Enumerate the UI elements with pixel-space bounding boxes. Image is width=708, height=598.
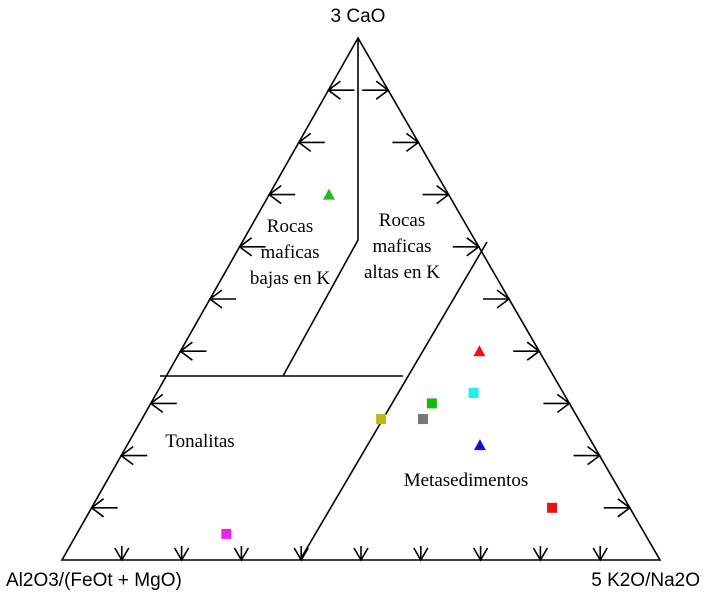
tick-mark	[173, 547, 190, 562]
data-point	[468, 387, 479, 398]
right-label: 5 K2O/Na2O	[591, 570, 700, 591]
tick-mark	[179, 341, 193, 361]
data-point	[426, 398, 437, 409]
tick-mark	[405, 132, 420, 153]
tick-mark	[208, 289, 223, 309]
field-label: maficas	[260, 242, 319, 263]
field-label: altas en K	[364, 262, 440, 283]
tick-mark	[472, 547, 489, 562]
tick-mark	[466, 237, 481, 257]
data-point	[473, 345, 486, 357]
triangle-frame	[60, 36, 662, 561]
field-label: Metasedimentos	[404, 470, 529, 491]
tick-mark	[532, 547, 549, 562]
field-boundary	[282, 38, 359, 377]
left-label: Al2O3/(FeOt + MgO)	[6, 570, 182, 591]
tick-mark	[353, 547, 369, 562]
tick-mark	[267, 184, 282, 205]
tick-mark	[375, 80, 390, 100]
data-point	[221, 528, 232, 539]
field-label: Rocas	[379, 210, 425, 231]
field-boundary	[299, 241, 488, 561]
tick-mark	[233, 547, 250, 562]
field-label: Tonalitas	[165, 431, 234, 452]
tick-mark	[297, 132, 312, 153]
tick-mark	[90, 498, 105, 518]
tick-mark	[526, 341, 541, 361]
field-label: maficas	[372, 236, 431, 257]
tick-mark	[496, 289, 511, 309]
tick-mark	[238, 237, 253, 257]
data-point	[473, 439, 486, 451]
tick-mark	[587, 445, 601, 466]
tick-mark	[293, 547, 309, 562]
data-point	[417, 414, 428, 425]
tick-mark	[592, 547, 608, 562]
tick-mark	[327, 80, 341, 100]
field-label: bajas en K	[250, 268, 330, 289]
tick-mark	[119, 445, 134, 466]
tick-mark	[436, 184, 450, 205]
tick-mark	[149, 393, 164, 414]
top-label: 3 CaO	[331, 6, 386, 27]
data-point	[376, 414, 387, 425]
tick-mark	[617, 498, 632, 518]
data-point	[547, 502, 558, 513]
tick-mark	[413, 547, 429, 562]
field-label: Rocas	[267, 216, 313, 237]
tick-mark	[556, 393, 571, 414]
tick-mark	[114, 547, 130, 562]
data-point	[323, 188, 335, 200]
